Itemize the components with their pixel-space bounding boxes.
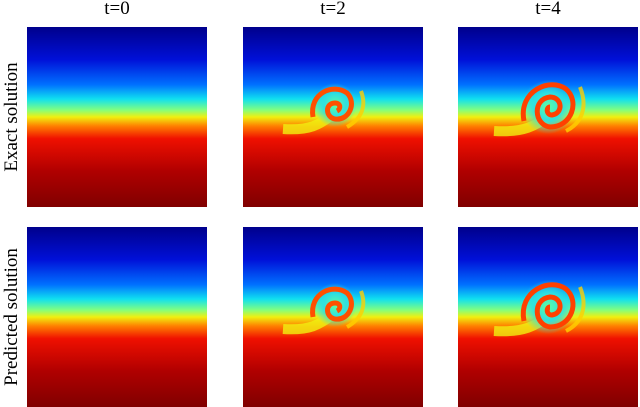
- heatmap: [243, 227, 423, 407]
- row-label: Exact solution: [1, 62, 22, 172]
- row-label: Predicted solution: [1, 248, 22, 386]
- heatmap: [458, 27, 638, 207]
- column-title: t=2: [320, 0, 346, 19]
- heatmap: [458, 227, 638, 407]
- heatmap: [27, 27, 207, 207]
- heatmap: [243, 27, 423, 207]
- column-title: t=0: [104, 0, 130, 19]
- column-title: t=4: [535, 0, 561, 19]
- heatmap: [27, 227, 207, 407]
